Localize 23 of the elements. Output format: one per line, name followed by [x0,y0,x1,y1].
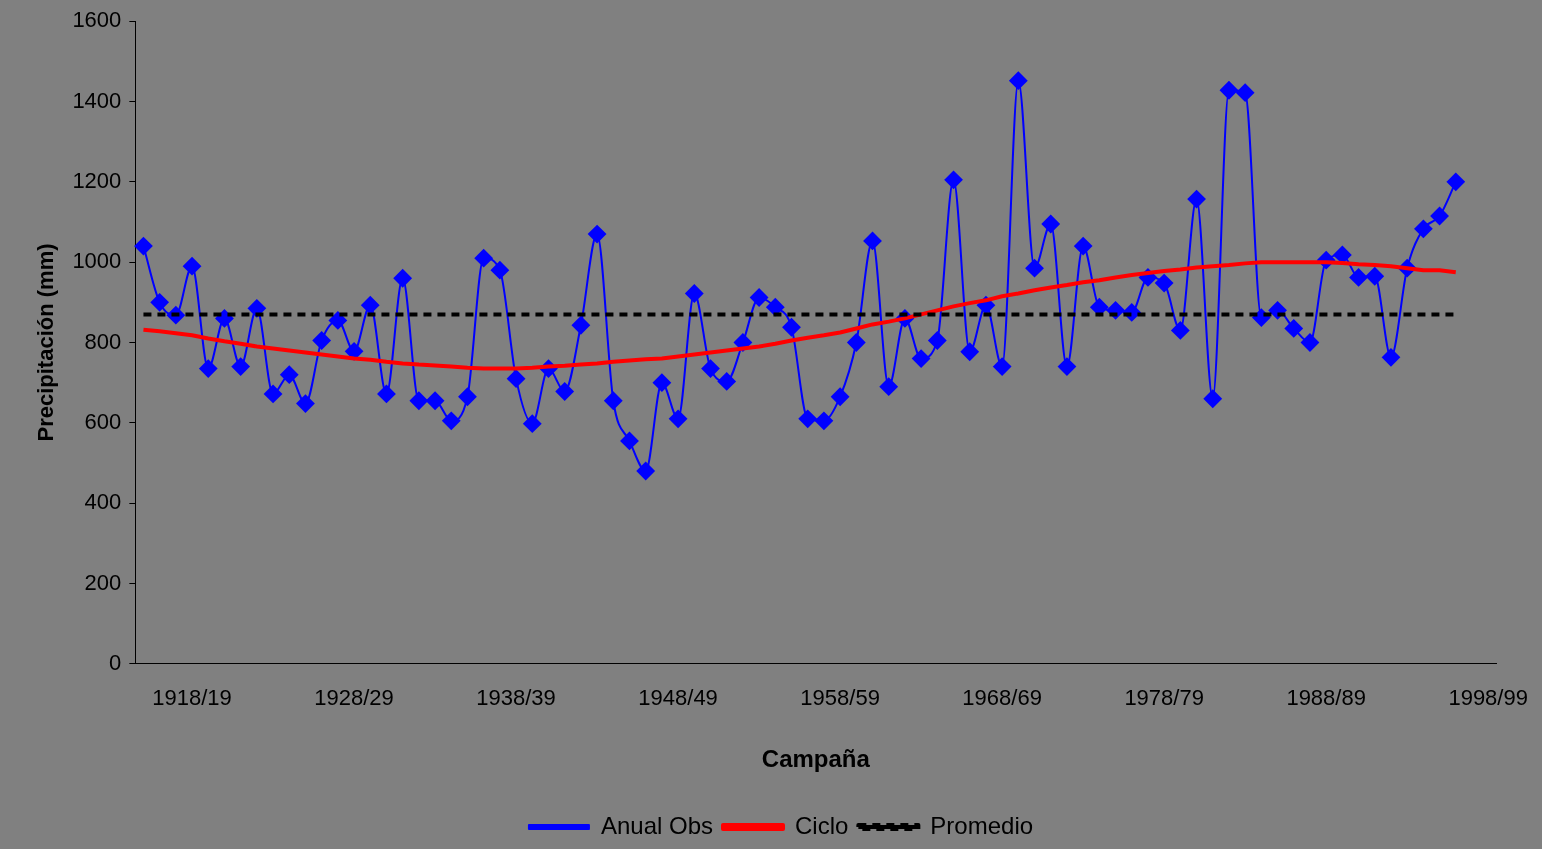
y-tick-label: 200 [84,569,122,595]
x-tick-label: 1968/69 [962,685,1042,711]
y-tick-label: 1000 [72,248,122,274]
y-tick-label: 600 [84,408,122,434]
legend-label: Anual Obs [600,811,714,839]
x-tick-label: 1928/29 [314,685,394,711]
y-tick-label: 1400 [72,87,122,113]
y-tick-label: 400 [84,489,122,515]
x-tick-label: 1978/79 [1124,685,1204,711]
y-tick-label: 1600 [72,7,122,33]
x-axis-title: Campaña [761,745,871,773]
x-tick-label: 1918/19 [152,685,232,711]
x-tick-label: 1988/89 [1286,685,1366,711]
y-tick-label: 800 [84,328,122,354]
y-tick-label: 0 [109,649,122,675]
x-tick-label: 1998/99 [1448,685,1528,711]
legend-label: Promedio [930,811,1034,839]
x-tick-label: 1958/59 [800,685,880,711]
legend-label: Ciclo [795,811,849,839]
x-tick-label: 1938/39 [476,685,556,711]
y-axis-title: Precipitación (mm) [33,243,59,442]
x-tick-label: 1948/49 [638,685,718,711]
y-tick-label: 1200 [72,167,122,193]
